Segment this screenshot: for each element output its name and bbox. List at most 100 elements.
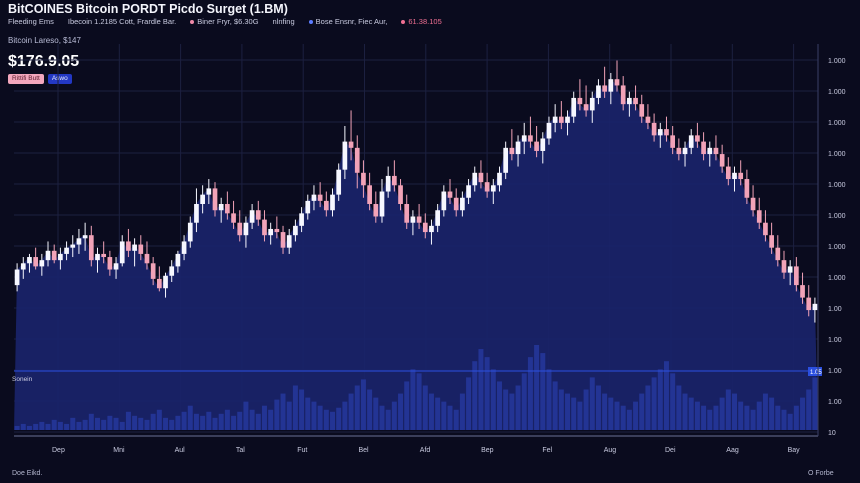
volume-bar <box>614 401 620 430</box>
volume-bar <box>775 405 781 430</box>
volume-bar <box>181 411 187 430</box>
y-tick-label: 1.00 <box>828 306 842 313</box>
volume-bar <box>466 377 472 430</box>
volume-bar <box>651 377 657 430</box>
volume-bar <box>608 397 614 430</box>
volume-bar <box>391 401 397 430</box>
volume-bar <box>175 415 181 430</box>
volume-bar <box>521 373 527 430</box>
volume-bar <box>20 423 26 430</box>
volume-bar <box>583 389 589 430</box>
info-text: nlnfing <box>272 17 295 26</box>
volume-bar <box>738 401 744 430</box>
candle-body <box>138 244 144 254</box>
volume-bar <box>459 393 465 430</box>
y-tick-label: 1.000 <box>828 151 846 158</box>
volume-bar <box>626 409 632 430</box>
volume-bar <box>769 397 775 430</box>
candle-body <box>441 191 447 211</box>
volume-bar <box>95 417 100 430</box>
candle-body <box>255 210 261 220</box>
info-item: 61.38.105 <box>401 17 442 26</box>
candle-body <box>787 266 793 273</box>
candle-body <box>20 263 26 270</box>
candle-body <box>51 250 57 261</box>
candle-body <box>39 260 45 267</box>
candle-body <box>633 97 638 105</box>
info-item: Fleeding Ems <box>8 17 54 26</box>
chart-subtitle: Bitcoin Lareso, $147 <box>8 36 81 45</box>
volume-bar <box>620 405 626 430</box>
candle-body <box>416 216 422 223</box>
volume-bar <box>435 397 441 430</box>
badge-blue[interactable]: Aswo <box>47 74 72 84</box>
volume-bar <box>398 393 404 430</box>
volume-bar <box>812 377 818 430</box>
candle-body <box>317 194 323 201</box>
volume-bar <box>484 357 490 430</box>
chart-title: BitCOINES Bitcoin PORDT Picdo Surget (1.… <box>8 2 288 16</box>
volume-bar <box>546 369 552 430</box>
volume-bar <box>577 401 583 430</box>
candle-body <box>577 97 583 105</box>
volume-bar <box>428 393 434 430</box>
x-tick-label: Bep <box>481 447 494 454</box>
candle-body <box>775 247 781 261</box>
volume-bar <box>515 385 521 430</box>
candle-body <box>521 135 527 142</box>
price-area <box>14 79 818 430</box>
volume-bar <box>360 379 366 430</box>
volume-bar <box>255 413 261 430</box>
volume-bar <box>280 393 286 430</box>
volume-bar <box>682 393 688 430</box>
volume-bar <box>26 425 32 430</box>
candle-body <box>262 219 267 236</box>
volume-bar <box>76 421 82 430</box>
volume-bar <box>261 405 267 430</box>
volume-bar <box>169 419 175 430</box>
candle-body <box>367 185 372 204</box>
volume-bar <box>101 419 107 430</box>
candle-body <box>534 141 539 151</box>
candle-body <box>385 175 391 192</box>
footer-right-label[interactable]: O Forbe <box>808 470 834 477</box>
badge-pink[interactable]: Rittifi Butt <box>8 74 44 84</box>
volume-bar <box>725 389 731 430</box>
candle-body <box>286 235 292 248</box>
candle-body <box>682 147 688 155</box>
volume-bar <box>274 399 280 430</box>
candle-body <box>596 85 601 98</box>
candle-body <box>515 141 521 155</box>
y-tick-label: 1.000 <box>828 120 846 127</box>
volume-bar <box>286 401 292 430</box>
volume-bar <box>70 417 76 430</box>
candle-body <box>156 278 162 289</box>
candle-body <box>589 97 595 111</box>
candle-body <box>435 210 440 226</box>
y-tick-label: 10 <box>828 430 836 437</box>
volume-bar <box>663 361 669 430</box>
candle-body <box>552 116 558 123</box>
candle-body <box>645 116 651 123</box>
y-tick-label: 1.000 <box>828 58 846 65</box>
candle-body <box>608 79 614 92</box>
volume-bar <box>336 407 342 430</box>
candle-body <box>348 141 354 148</box>
y-tick-label: 1.00 <box>828 337 842 344</box>
candle-body <box>299 213 304 226</box>
volume-bar <box>125 411 131 430</box>
volume-bar <box>744 405 750 430</box>
candle-body <box>58 253 63 261</box>
candle-body <box>651 122 657 136</box>
volume-bar <box>645 385 651 430</box>
price-display: $176.9.05 <box>8 53 80 70</box>
info-text: Fleeding Ems <box>8 17 54 26</box>
y-tick-label: 1.00 <box>828 399 842 406</box>
candle-body <box>478 172 484 183</box>
candle-body <box>484 182 490 192</box>
x-tick-label: Fut <box>297 447 307 454</box>
volume-bar <box>503 389 509 430</box>
info-text: 61.38.105 <box>408 17 442 26</box>
candle-body <box>725 166 731 180</box>
candle-body <box>466 185 471 198</box>
